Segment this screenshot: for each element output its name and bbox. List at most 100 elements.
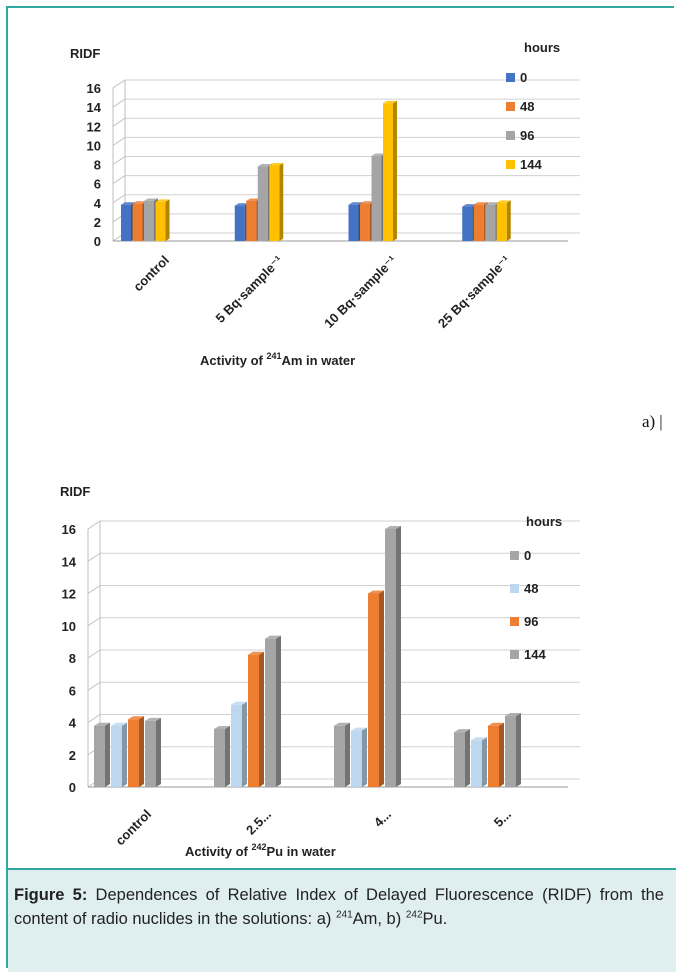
y-tick-label: 4 [94, 196, 102, 211]
bar-top [385, 526, 401, 529]
chart-b: RIDF 16 14 12 10 8 6 4 2 0 control 2.5... 4... 5... Ac… [60, 484, 580, 859]
y-tick-label: 12 [87, 119, 101, 134]
bar [94, 725, 105, 787]
y-tick-label: 2 [94, 215, 101, 230]
y-tick-label: 16 [87, 81, 101, 96]
y-tick-label: 12 [62, 587, 76, 602]
bar-side [225, 725, 230, 787]
legend-label: 48 [524, 581, 538, 596]
bar-top [155, 199, 170, 202]
caption-label: Figure 5: [14, 886, 88, 904]
bar-side [259, 651, 264, 787]
bar-side [499, 722, 504, 787]
bar-top [132, 201, 147, 204]
gridline-diag [112, 175, 126, 185]
legend-swatch [510, 584, 519, 593]
bar-top [111, 722, 127, 726]
bar [265, 638, 276, 787]
panel-label-a: a) | [642, 412, 663, 431]
y-tick-label: 4 [69, 716, 77, 731]
legend-swatch [506, 131, 515, 140]
bar-side [362, 727, 367, 787]
bar-side [122, 722, 127, 787]
y-tick-label: 0 [94, 234, 101, 249]
bar [144, 200, 154, 241]
bar-side [276, 635, 281, 787]
bar [269, 165, 280, 241]
gridline-diag [112, 136, 126, 146]
caption-sup-1: 241 [335, 909, 353, 921]
gridline-diag [112, 79, 126, 89]
x-tick-label: 5... [491, 807, 514, 830]
bar-top [454, 729, 470, 733]
bar-top [360, 201, 374, 204]
bar-top [269, 163, 284, 166]
y-tick-label: 6 [94, 177, 101, 192]
gridline-diag [112, 117, 126, 127]
gridline-diag [87, 585, 101, 594]
y-axis-title: RIDF [70, 46, 100, 61]
y-tick-label: 6 [69, 683, 76, 698]
bar [257, 166, 268, 241]
bar [371, 155, 382, 241]
bar-top [485, 202, 500, 205]
bar-side [393, 100, 397, 242]
bar [145, 720, 156, 787]
bar [132, 203, 143, 241]
caption-text-1: Dependences of Relative Index of Delayed… [14, 886, 664, 928]
gridline-diag [87, 649, 101, 659]
bar-top [505, 713, 521, 717]
bar-top [94, 722, 110, 726]
bar-top [351, 727, 367, 731]
x-axis-title: Activity of 241Am in water [200, 351, 355, 368]
y-tick-label: 14 [62, 554, 77, 569]
bar-top [234, 203, 249, 206]
legend-title: hours [526, 514, 562, 529]
bar-side [396, 526, 401, 787]
bar-side [105, 722, 110, 787]
caption-sup-2: 242 [405, 909, 423, 921]
caption-background [8, 868, 676, 972]
gridline-diag [87, 681, 101, 691]
bar-top [348, 202, 363, 205]
bar-side [279, 163, 284, 241]
bar [496, 202, 507, 241]
bar [454, 732, 465, 787]
legend-label: 96 [520, 128, 534, 143]
legend-swatch [510, 617, 519, 626]
bar [348, 204, 359, 241]
y-axis-title: RIDF [60, 484, 90, 499]
legend-label: 96 [524, 614, 538, 629]
gridline-diag [112, 194, 126, 204]
y-tick-label: 8 [94, 158, 101, 173]
bar [385, 529, 396, 787]
bar [368, 593, 379, 787]
bar-top [128, 716, 144, 720]
bar [246, 200, 257, 241]
y-tick-label: 14 [87, 100, 102, 115]
bar-top [383, 100, 397, 104]
legend-swatch [510, 551, 519, 560]
caption-text-3: Pu. [422, 910, 448, 928]
bar-side [379, 590, 384, 787]
legend-swatch [506, 102, 515, 111]
bar-side [506, 200, 511, 241]
bar [234, 205, 245, 241]
bar [111, 725, 122, 787]
y-tick-label: 8 [69, 651, 76, 666]
gridline-diag [87, 552, 101, 562]
bar [231, 704, 242, 787]
x-tick-label: 4... [371, 807, 394, 830]
legend-label: 48 [520, 99, 534, 114]
bar-top [334, 722, 350, 726]
bar [214, 728, 225, 787]
bar [248, 654, 259, 787]
bar-top [214, 725, 230, 729]
bar [351, 730, 362, 787]
gridline-diag [87, 617, 101, 627]
bar [360, 203, 370, 241]
bar-top [248, 651, 264, 655]
bar [485, 204, 496, 241]
legend-title: hours [524, 40, 560, 55]
